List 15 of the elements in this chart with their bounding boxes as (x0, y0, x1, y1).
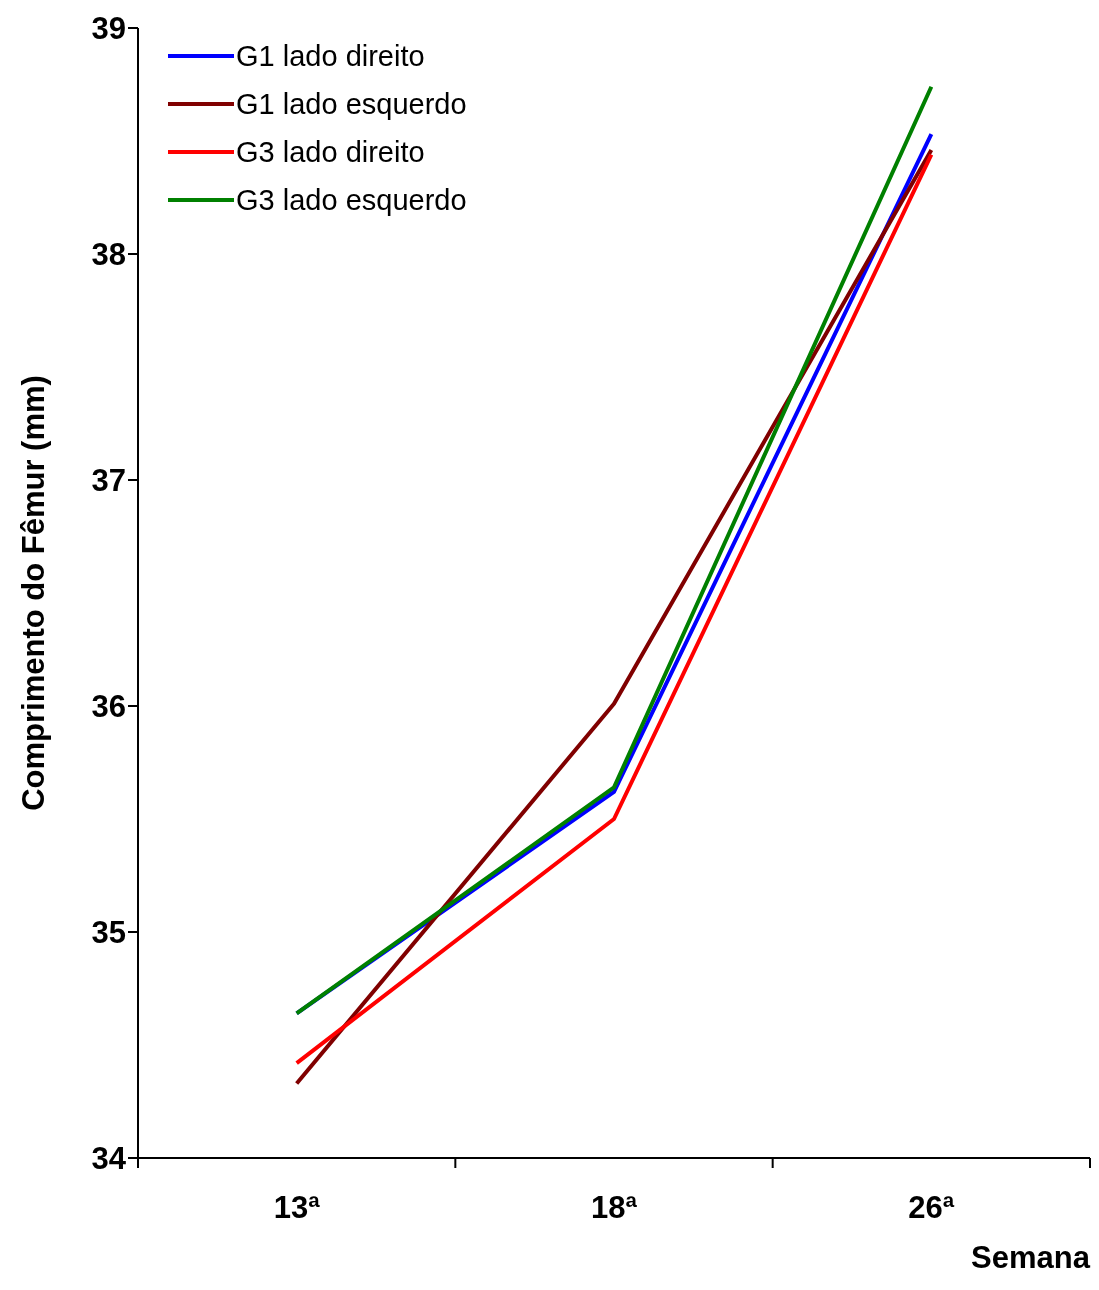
y-tick-label: 37 (91, 463, 126, 499)
legend-label: G3 lado direito (236, 135, 425, 169)
legend-label: G3 lado esquerdo (236, 183, 467, 217)
legend-label: G1 lado direito (236, 39, 425, 73)
y-tick-label: 35 (91, 915, 126, 951)
x-tick-label: 26ª (908, 1190, 955, 1225)
x-tick-label: 18ª (591, 1190, 638, 1225)
y-tick-label: 39 (91, 11, 126, 47)
y-tick-label: 38 (91, 237, 126, 273)
x-tick-label: 13ª (273, 1190, 321, 1225)
legend-label: G1 lado esquerdo (236, 87, 467, 121)
y-axis-title: Comprimento do Fêmur (mm) (16, 375, 52, 811)
x-axis-title: Semana (971, 1240, 1091, 1275)
y-tick-label: 36 (91, 689, 126, 725)
y-tick-label: 34 (91, 1141, 127, 1177)
